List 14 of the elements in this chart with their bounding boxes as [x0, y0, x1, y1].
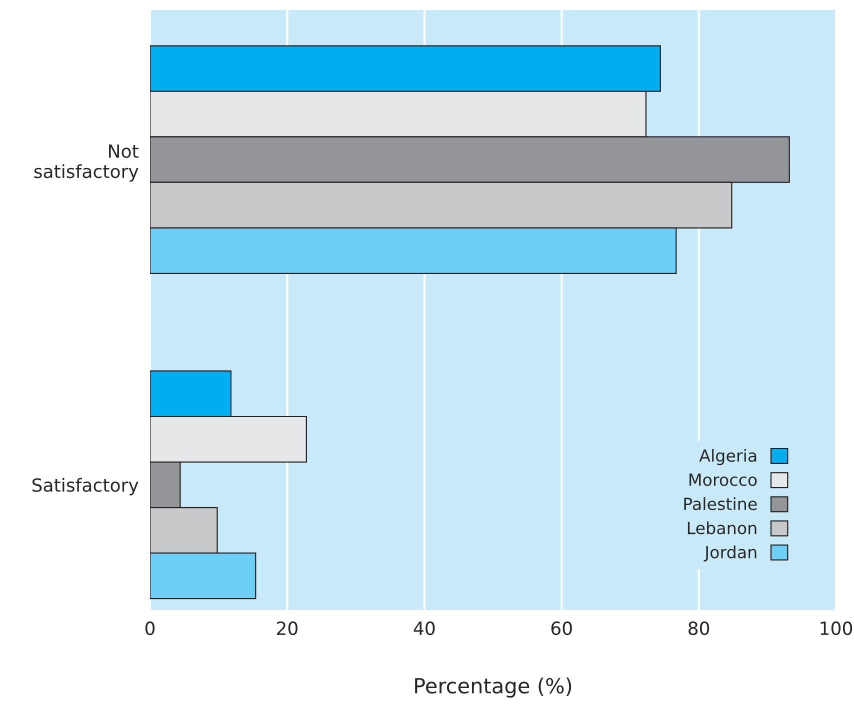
legend-label: Algeria: [699, 449, 756, 466]
legend-label: Jordan: [704, 546, 756, 562]
legend-label: Palestine: [684, 497, 757, 510]
x-tick-label: 80: [688, 621, 710, 636]
legend-label: Lebanon: [688, 521, 756, 534]
x-tick-label: 100: [820, 621, 852, 636]
x-axis-title: Percentage (%): [415, 677, 572, 698]
legend-label: Morocco: [690, 474, 757, 486]
y-tick-label: Not satisfactory: [34, 144, 138, 182]
x-tick-label: 0: [145, 621, 155, 636]
x-tick-label: 60: [551, 621, 572, 636]
y-tick-label: Satisfactory: [32, 478, 138, 496]
x-tick-label: 40: [414, 621, 435, 636]
x-tick-label: 20: [277, 621, 298, 636]
